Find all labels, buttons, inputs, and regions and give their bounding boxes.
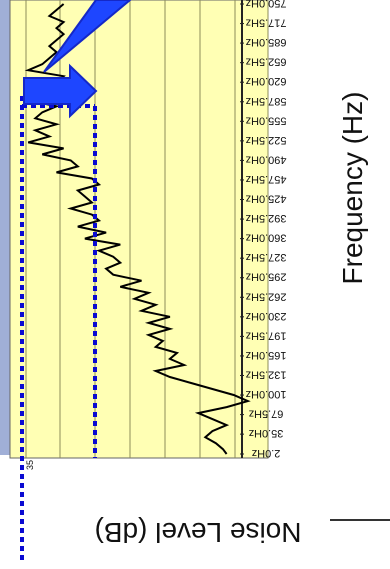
x-tick-label: 555.0Hz [246,114,287,126]
x-tick-label: 392.5Hz [246,212,287,224]
plot-area [9,0,269,459]
callout-arrow [23,63,98,119]
tick-labels: 2.0Hz 35.0Hz 67.5Hz 100.0Hz 132.5Hz 165.0Hz 19… [240,0,286,459]
x-tick-label: 685.0Hz [246,36,287,48]
y-tick-label: 35 [25,460,35,470]
x-tick-label: 35.0Hz [249,427,284,439]
x-tick-label: 490.0Hz [246,153,287,165]
y-axis-title: Noise Level (dB) [95,517,302,548]
x-tick-label: 652.5Hz [246,56,287,68]
x-tick-label: 522.5Hz [246,134,287,146]
x-axis-title: Frequency (Hz) [337,92,368,285]
plot-right-strip [268,0,290,458]
x-tick-label: 67.5Hz [249,408,284,420]
x-tick-label: 2.0Hz [252,447,281,459]
x-tick-label: 295.0Hz [246,271,287,283]
x-tick-label: 717.5Hz [246,17,287,29]
x-tick-label: 457.5Hz [246,173,287,185]
callout-bubble [43,0,132,73]
x-tick-label: 230.0Hz [246,310,287,322]
x-tick-label: 620.0Hz [246,75,287,87]
x-tick-label: 750.0Hz [246,0,287,9]
x-tick-label: 197.5Hz [246,329,287,341]
x-tick-label: 165.0Hz [246,349,287,361]
x-tick-label: 360.0Hz [246,232,287,244]
x-tick-label: 425.0Hz [246,193,287,205]
x-tick-label: 132.5Hz [246,368,287,380]
x-tick-label: 100.0Hz [246,388,287,400]
x-tick-label: 262.5Hz [246,290,287,302]
x-tick-label: 587.5Hz [246,95,287,107]
x-tick-label: 327.5Hz [246,251,287,263]
